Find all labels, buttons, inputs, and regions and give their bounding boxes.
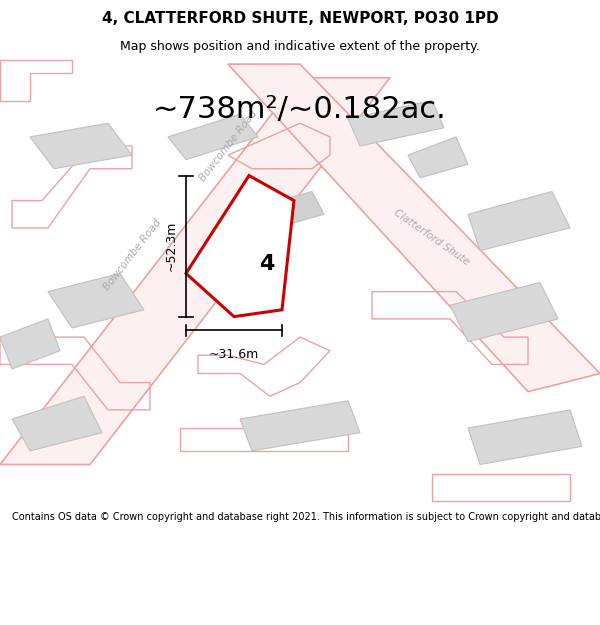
Text: Bowcombe Road: Bowcombe Road bbox=[101, 217, 163, 292]
Polygon shape bbox=[240, 401, 360, 451]
Polygon shape bbox=[468, 191, 570, 251]
Polygon shape bbox=[264, 191, 324, 228]
Polygon shape bbox=[30, 123, 132, 169]
Polygon shape bbox=[408, 137, 468, 178]
Polygon shape bbox=[0, 319, 60, 369]
Polygon shape bbox=[468, 410, 582, 464]
Text: Contains OS data © Crown copyright and database right 2021. This information is : Contains OS data © Crown copyright and d… bbox=[12, 512, 600, 522]
Polygon shape bbox=[168, 114, 258, 159]
Text: 4: 4 bbox=[259, 254, 275, 274]
Text: Clatterford Shute: Clatterford Shute bbox=[392, 207, 472, 267]
Text: ~31.6m: ~31.6m bbox=[209, 349, 259, 361]
Polygon shape bbox=[0, 78, 390, 464]
Polygon shape bbox=[48, 273, 144, 328]
Text: Bowcombe Road: Bowcombe Road bbox=[197, 109, 259, 183]
Text: Map shows position and indicative extent of the property.: Map shows position and indicative extent… bbox=[120, 39, 480, 52]
Polygon shape bbox=[186, 176, 294, 317]
Text: ~52.3m: ~52.3m bbox=[164, 221, 178, 271]
Polygon shape bbox=[348, 101, 444, 146]
Polygon shape bbox=[228, 64, 600, 392]
Polygon shape bbox=[450, 282, 558, 342]
Text: 4, CLATTERFORD SHUTE, NEWPORT, PO30 1PD: 4, CLATTERFORD SHUTE, NEWPORT, PO30 1PD bbox=[101, 11, 499, 26]
Polygon shape bbox=[12, 396, 102, 451]
Text: ~738m²/~0.182ac.: ~738m²/~0.182ac. bbox=[153, 95, 447, 124]
